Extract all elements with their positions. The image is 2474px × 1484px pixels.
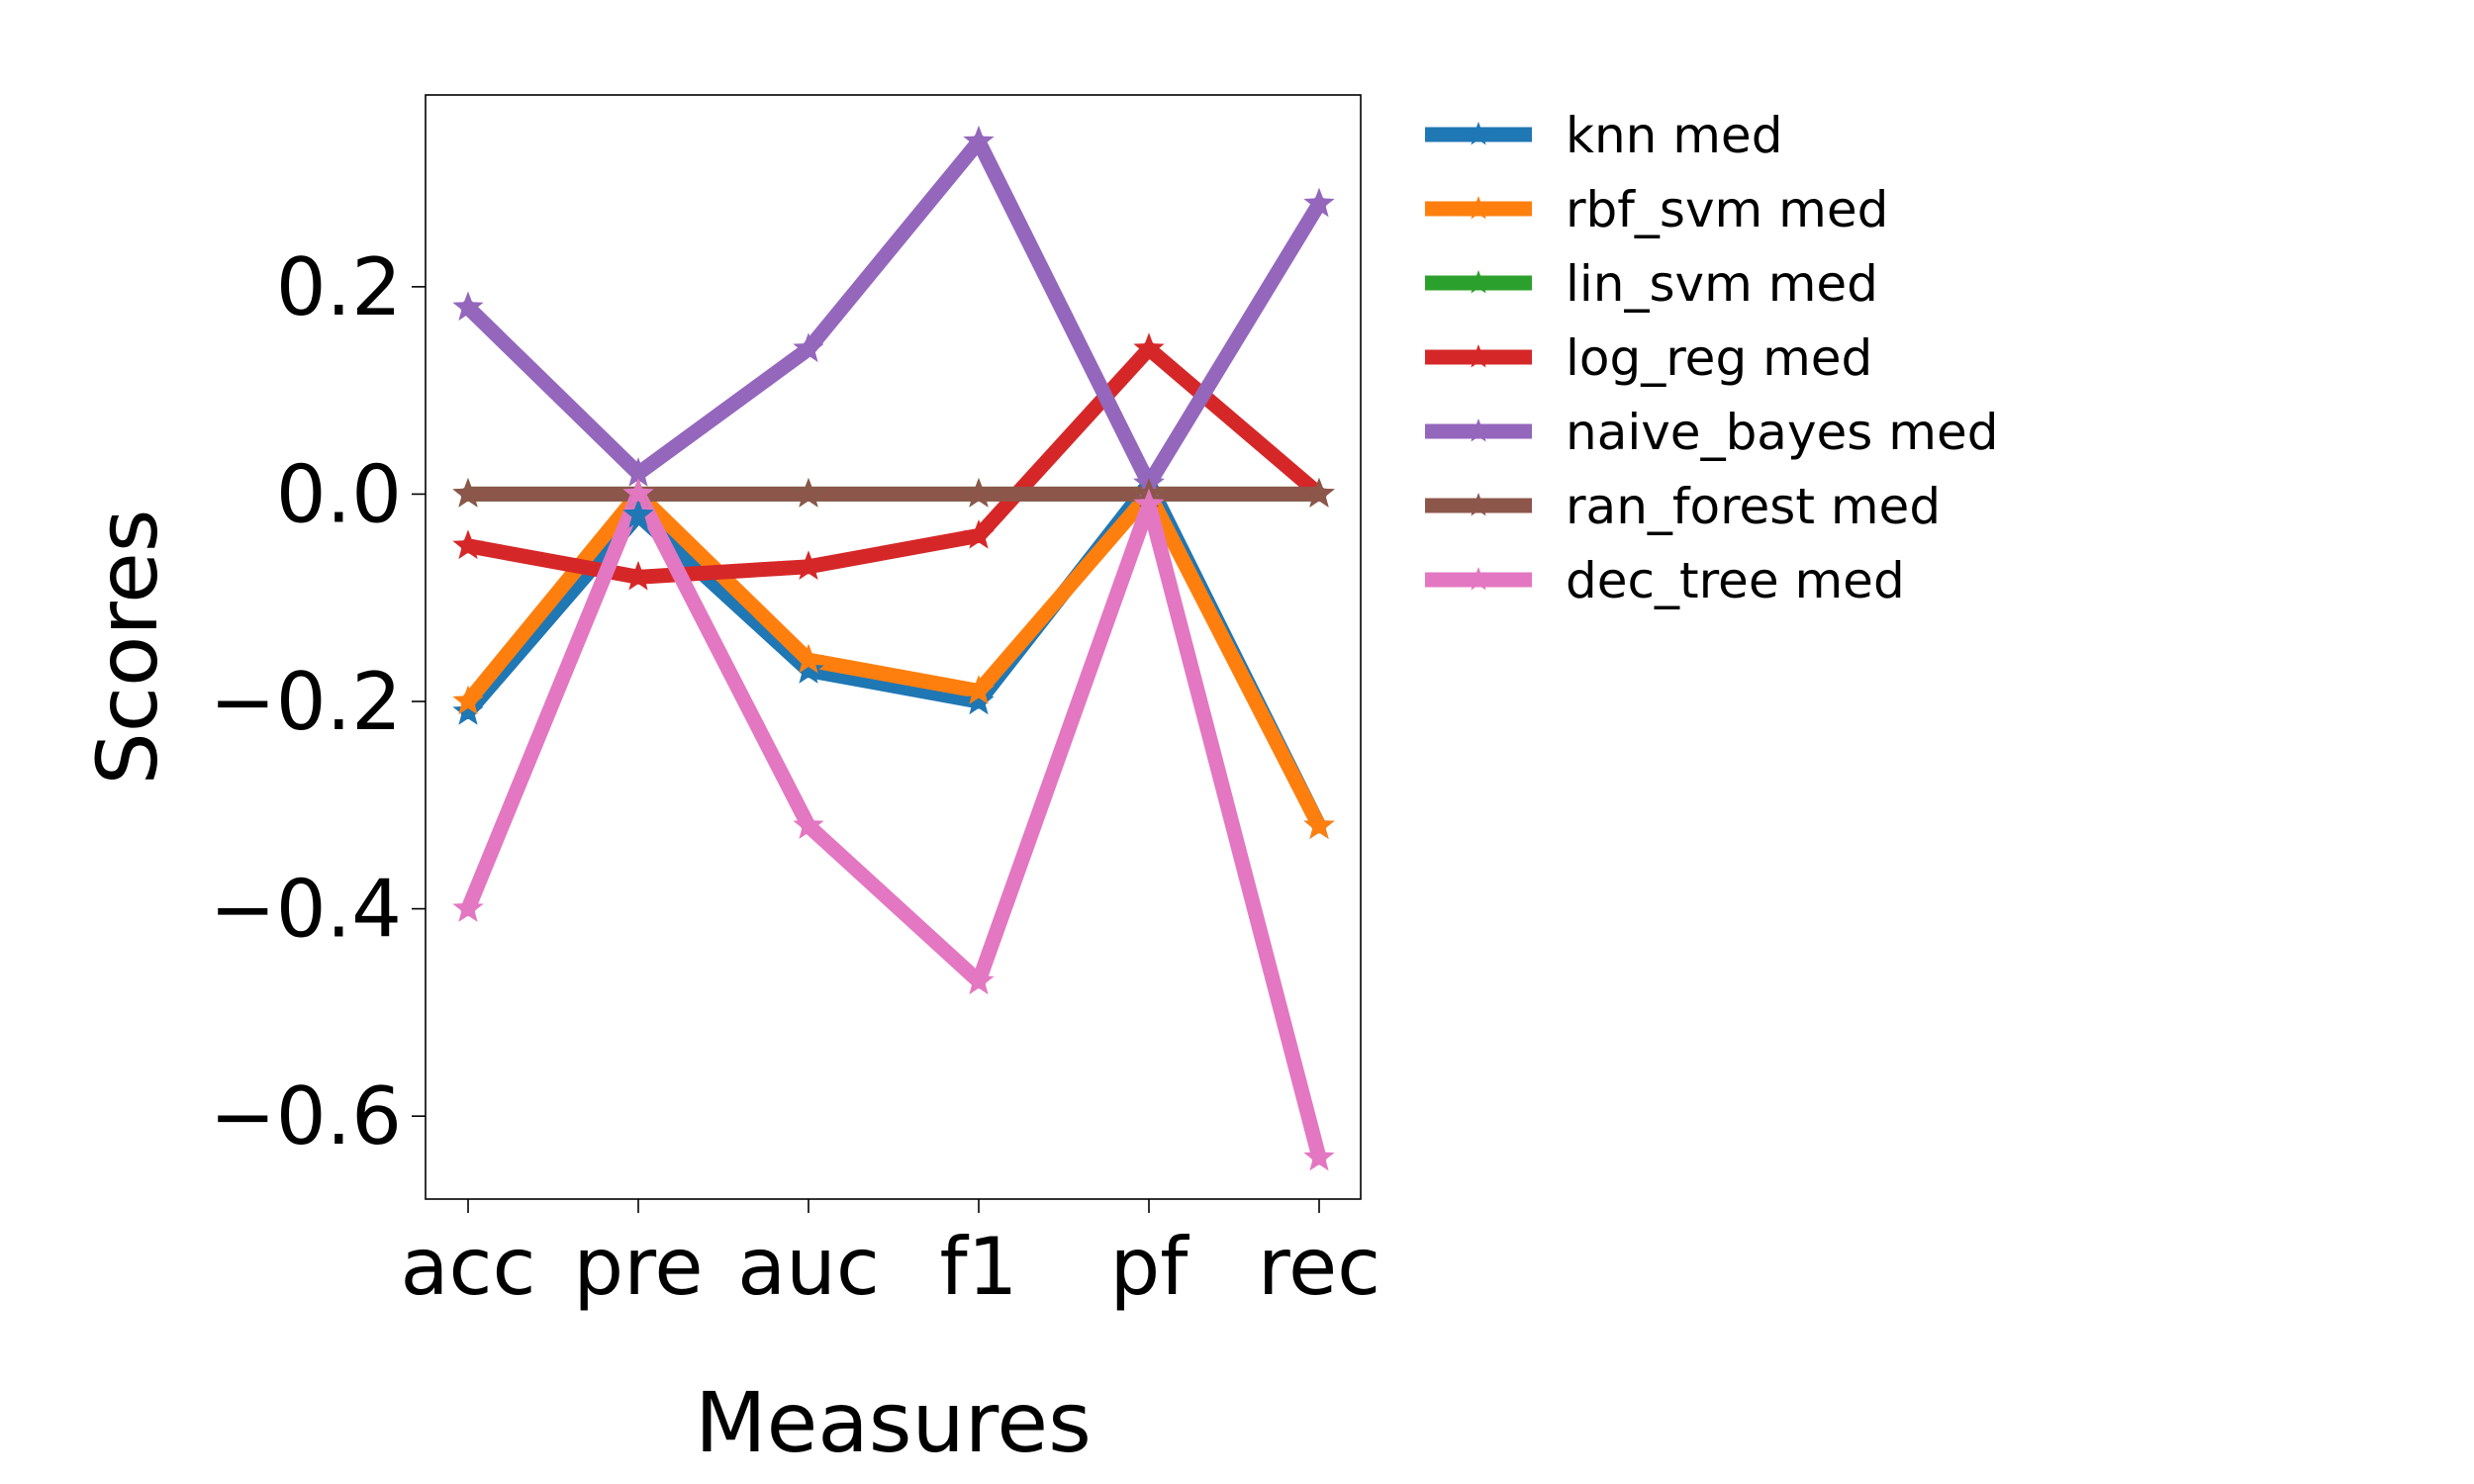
data-point-marker <box>1133 488 1165 518</box>
legend-marker <box>1466 418 1491 442</box>
series-lines <box>460 134 1327 1165</box>
data-point-marker <box>963 125 995 155</box>
y-tick-label: −0.2 <box>210 656 402 748</box>
data-point-marker <box>793 654 824 684</box>
legend-marker <box>1466 196 1491 220</box>
legend-marker <box>1466 567 1491 591</box>
data-point-marker <box>622 498 654 528</box>
x-axis: acc pre auc f1 pf rec <box>401 1199 1380 1313</box>
data-point-marker <box>1303 809 1335 840</box>
data-point-marker <box>1133 332 1165 363</box>
legend-label: ran_forest med <box>1566 478 1941 535</box>
legend-label: naive_bayes med <box>1566 404 1998 461</box>
data-point-marker <box>963 477 995 508</box>
data-point-marker <box>793 332 824 363</box>
series-markers <box>452 125 1335 1171</box>
x-axis-label: Measures <box>695 1374 1092 1471</box>
data-point-marker <box>1303 187 1335 218</box>
data-point-marker <box>452 892 484 922</box>
data-point-marker <box>963 965 995 995</box>
data-point-marker <box>1303 1141 1335 1171</box>
data-point-marker <box>452 529 484 560</box>
plot-area-frame <box>425 94 1362 1200</box>
legend-label: knn med <box>1566 107 1782 164</box>
data-point-marker <box>963 685 995 715</box>
y-axis: 0.2 0.0 −0.2 −0.4 −0.6 <box>210 241 426 1162</box>
x-tick-label: pf <box>1110 1221 1190 1313</box>
data-point-marker <box>963 518 995 549</box>
legend-label: dec_tree med <box>1566 552 1905 609</box>
data-point-marker <box>793 643 824 674</box>
x-tick-label: rec <box>1258 1221 1380 1313</box>
x-tick-label: auc <box>737 1221 880 1313</box>
series-line-4 <box>460 134 1327 492</box>
y-tick-label: −0.4 <box>210 864 402 956</box>
legend-label: lin_svm med <box>1566 255 1878 313</box>
data-point-marker <box>452 291 484 322</box>
y-tick-label: −0.6 <box>210 1070 402 1162</box>
data-point-marker <box>793 477 824 508</box>
series-line-6 <box>460 486 1327 1165</box>
legend-marker <box>1466 344 1491 368</box>
data-point-marker <box>622 560 654 591</box>
legend: knn med rbf_svm med lin_svm med log_reg med… <box>1425 107 1998 609</box>
x-tick-label: pre <box>573 1221 703 1313</box>
data-point-marker <box>452 685 484 715</box>
data-point-marker <box>963 675 995 704</box>
data-point-marker <box>793 550 824 581</box>
data-point-marker <box>452 696 484 725</box>
y-tick-label: 0.2 <box>276 241 402 333</box>
y-axis-label: Scores <box>79 509 176 785</box>
data-point-marker <box>1303 477 1335 508</box>
x-tick-label: acc <box>401 1221 536 1313</box>
legend-label: rbf_svm med <box>1566 181 1888 238</box>
legend-marker <box>1466 122 1491 145</box>
series-line-1 <box>460 486 1327 834</box>
data-point-marker <box>622 477 654 508</box>
legend-marker <box>1466 493 1491 516</box>
data-point-marker <box>452 477 484 508</box>
data-point-marker <box>793 809 824 840</box>
legend-marker <box>1466 270 1491 294</box>
x-tick-label: f1 <box>939 1221 1017 1313</box>
y-tick-label: 0.0 <box>276 448 402 540</box>
legend-label: log_reg med <box>1566 329 1872 387</box>
